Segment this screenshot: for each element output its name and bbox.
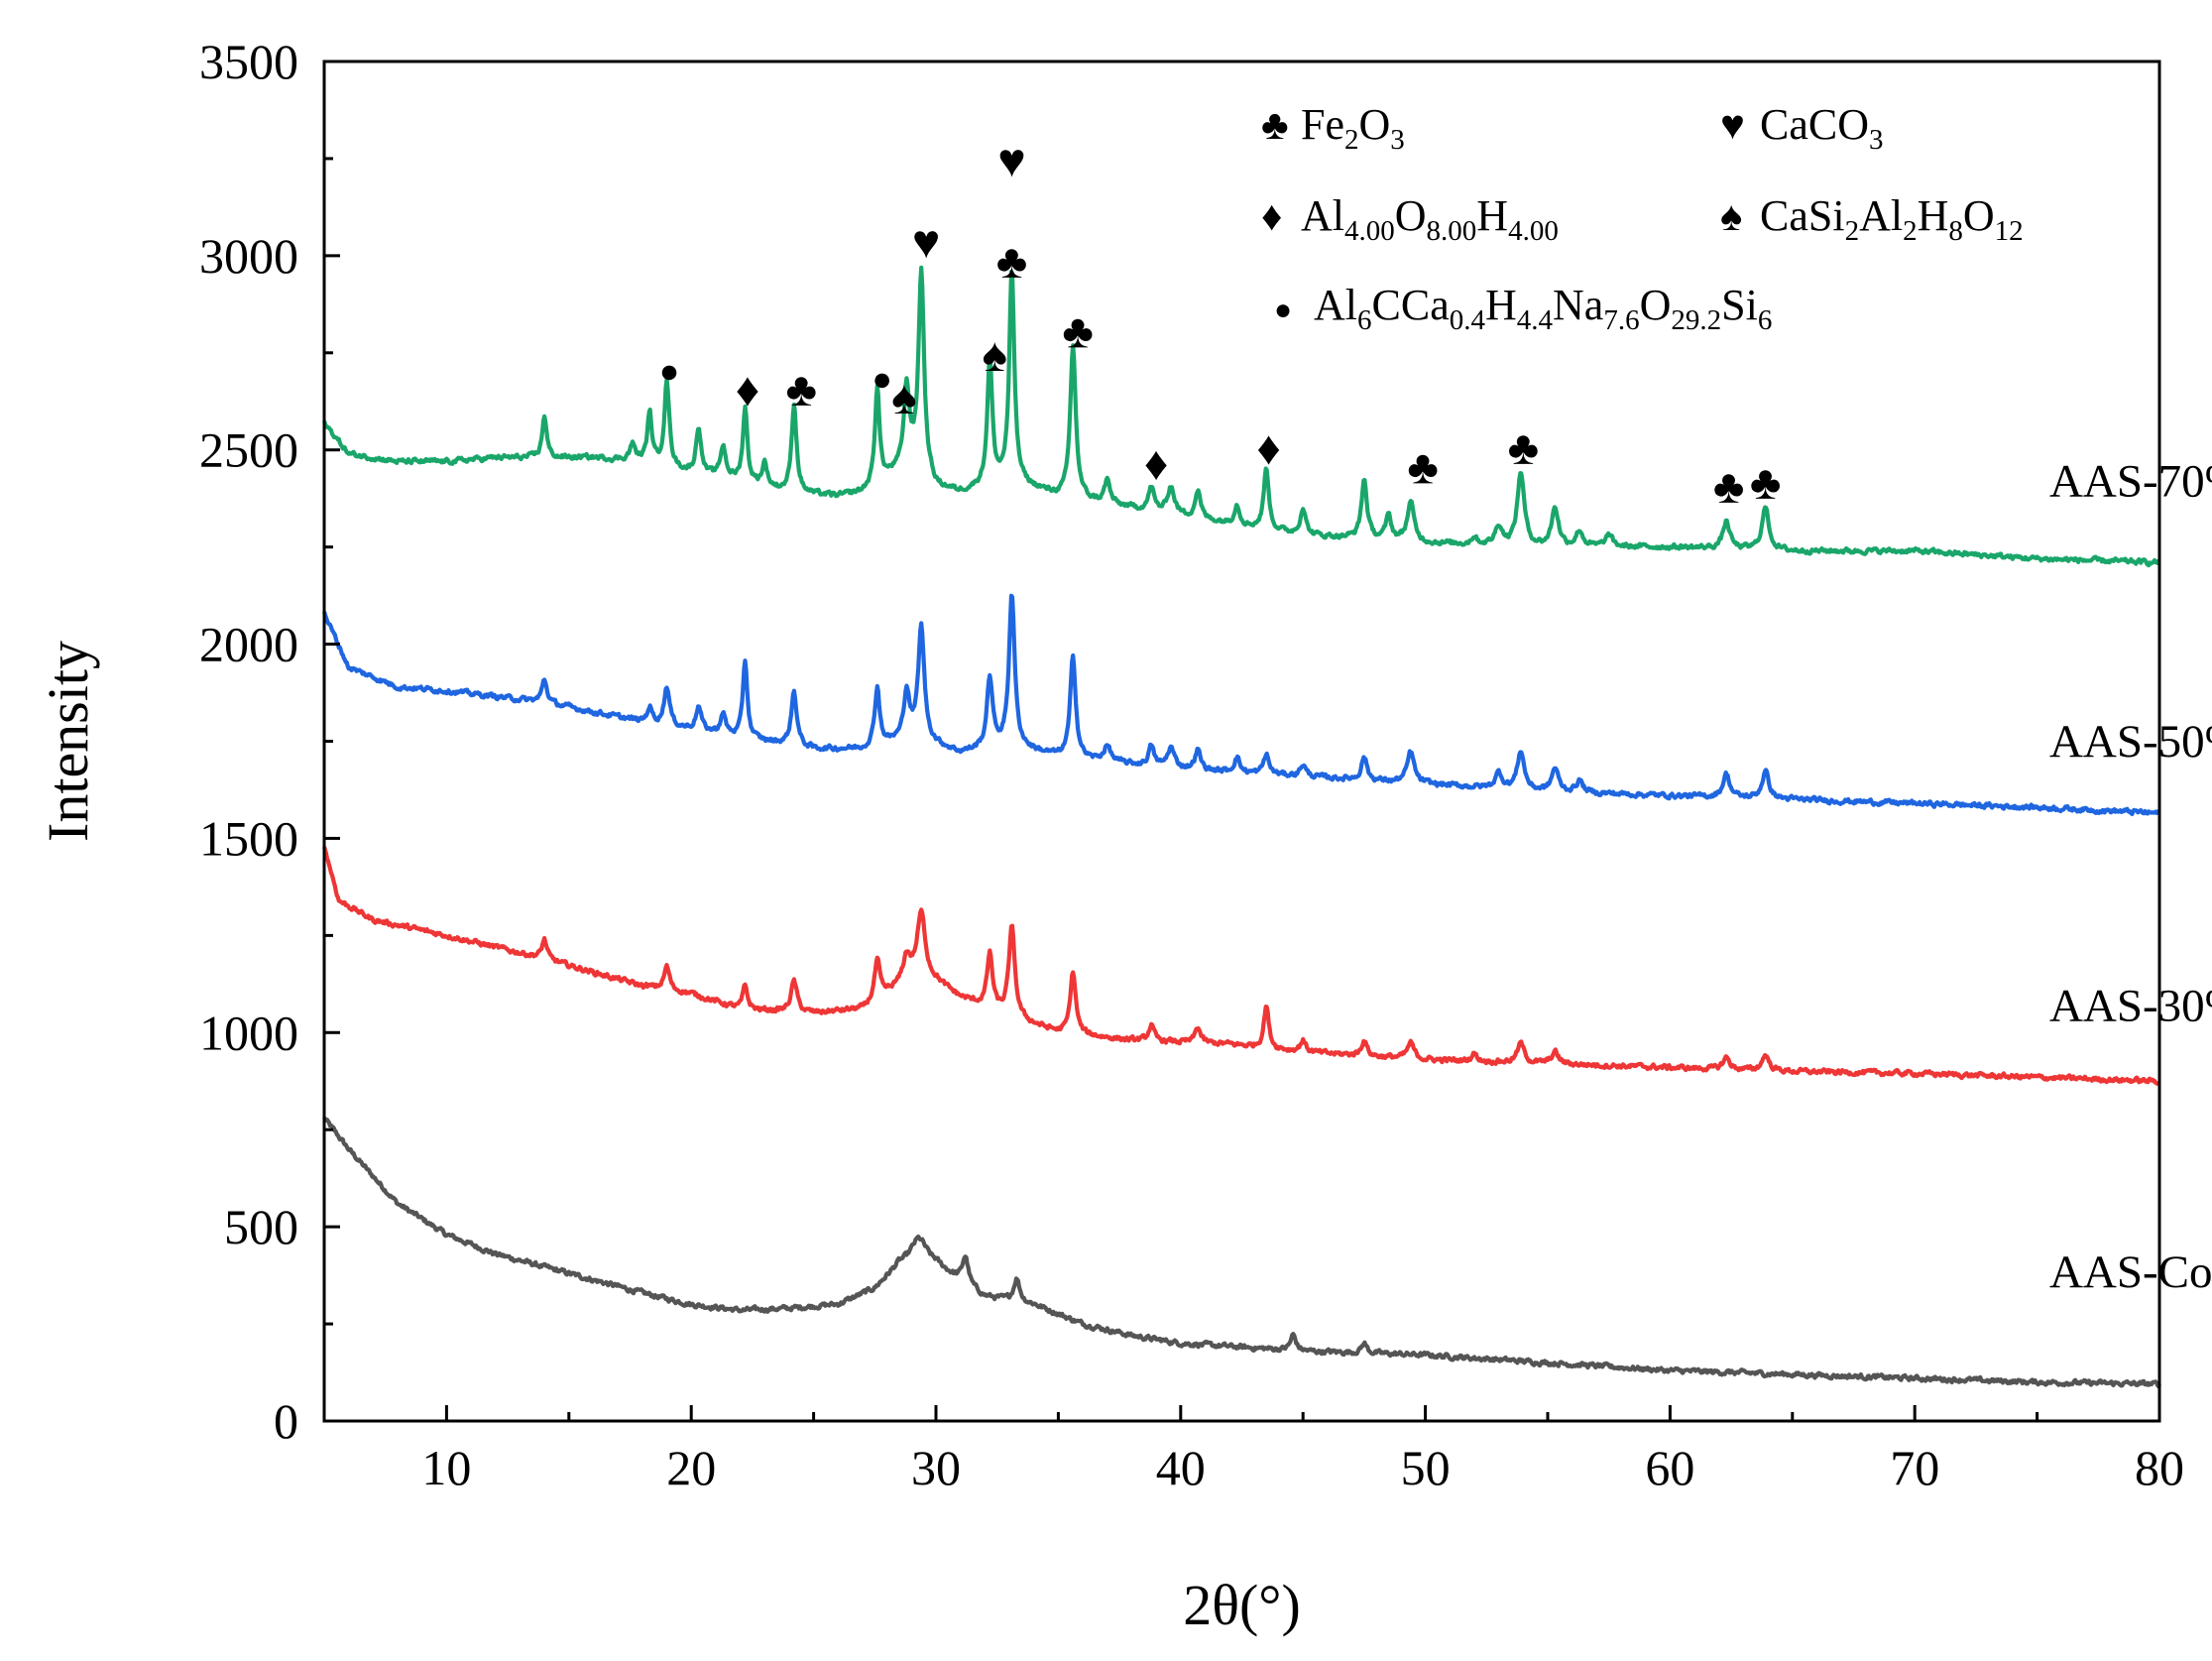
peak-marker: ♣ — [996, 236, 1028, 289]
marker-layer: ● ♦ ♣ ● ♠♥♠♣♥♣♦ ♦ ♣ ♣♣ ♣ — [659, 135, 1782, 514]
x-tick-label: 80 — [2135, 1440, 2184, 1495]
series-line-0 — [322, 1117, 2161, 1389]
legend-label: Fe2O3 — [1301, 100, 1405, 156]
y-tick-label: 2500 — [199, 422, 298, 478]
legend-symbol: ● — [1274, 294, 1292, 326]
series-label: AAS-30%RM — [2049, 981, 2212, 1032]
peak-marker: ♠ — [982, 329, 1007, 382]
x-tick-label: 50 — [1401, 1440, 1451, 1495]
y-tick-label: 1500 — [199, 810, 298, 866]
legend-symbol: ♥ — [1720, 103, 1745, 149]
plot-frame — [322, 59, 2161, 1423]
peak-marker: ♦ — [736, 364, 760, 416]
legend-label: CaCO3 — [1760, 100, 1884, 156]
peak-marker: ♦ — [1144, 437, 1169, 490]
label-layer: AAS-70%RM AAS-50%RM AAS-30%RM AAS-Control — [2049, 456, 2212, 1298]
peak-marker: ● — [872, 361, 892, 398]
y-tick-label: 3000 — [199, 228, 298, 284]
peak-marker: ♣ — [1407, 441, 1439, 494]
x-axis-title: 2θ(°) — [1183, 1573, 1301, 1637]
legend-symbol: ♣ — [1261, 103, 1289, 149]
y-tick-label: 1000 — [199, 1005, 298, 1060]
peak-marker: ♣ — [786, 364, 818, 416]
legend-label: Al6CCa0.4H4.4Na7.6O29.2Si6 — [1314, 281, 1772, 336]
y-tick-label: 500 — [224, 1199, 298, 1254]
peak-marker: ♦ — [1256, 422, 1281, 475]
x-tick-label: 70 — [1890, 1440, 1939, 1495]
peak-marker: ♣ — [1508, 422, 1540, 475]
series-line-1 — [321, 846, 2161, 1086]
peak-marker: ♣ — [1750, 457, 1782, 510]
peak-marker: ♥ — [997, 135, 1026, 187]
series-line-3 — [322, 265, 2161, 568]
peak-marker: ♥ — [912, 216, 941, 269]
x-tick-label: 10 — [421, 1440, 471, 1495]
peak-marker: ● — [659, 354, 680, 391]
y-axis-title: Intensity — [36, 641, 100, 842]
series-label: AAS-50%RM — [2049, 716, 2212, 768]
legend-symbol: ♦ — [1261, 194, 1282, 240]
x-tick-label: 40 — [1156, 1440, 1206, 1495]
ticks-layer: 10 20 30 40 50 60 70 80 0 500 1000 1500 2000 2500 3000… — [199, 34, 2184, 1495]
series-line-2 — [321, 593, 2161, 817]
peak-marker: ♣ — [1713, 461, 1745, 514]
legend: ♣ Fe2O3 ♥ CaCO3 ♦ Al4.00O8.00H4.00 ♠ CaSi2Al2H8… — [1261, 100, 2024, 336]
y-tick-label: 3500 — [199, 34, 298, 89]
x-tick-label: 20 — [666, 1440, 716, 1495]
series-layer — [321, 265, 2161, 1389]
peak-marker: ♣ — [1062, 305, 1094, 358]
y-tick-label: 0 — [274, 1393, 298, 1449]
legend-label: Al4.00O8.00H4.00 — [1301, 191, 1559, 247]
series-label: AAS-70%RM — [2049, 456, 2212, 508]
series-label: AAS-Control — [2049, 1246, 2212, 1298]
legend-symbol: ♠ — [1720, 194, 1742, 240]
peak-marker: ♠ — [891, 372, 917, 424]
legend-label: CaSi2Al2H8O12 — [1760, 191, 2024, 247]
x-tick-label: 30 — [911, 1440, 961, 1495]
x-tick-label: 60 — [1645, 1440, 1694, 1495]
y-tick-label: 2000 — [199, 617, 298, 672]
